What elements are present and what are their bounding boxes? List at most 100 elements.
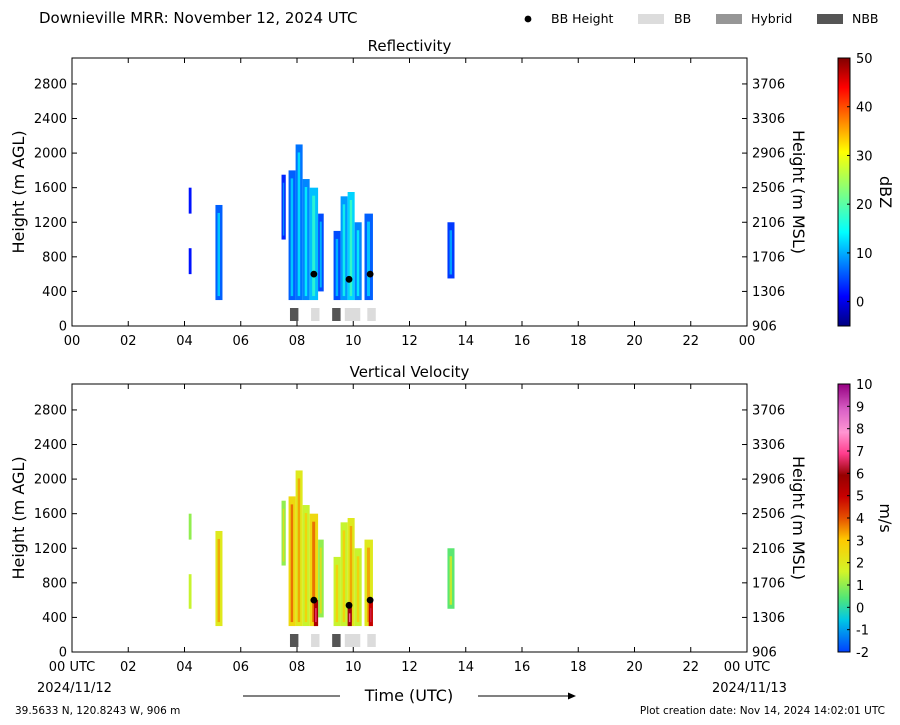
colorbar-tick-label: 2 — [856, 557, 864, 572]
x-tick-label: 00 — [64, 334, 81, 349]
page-title: Downieville MRR: November 12, 2024 UTC — [39, 9, 358, 27]
x-tick-label: 18 — [570, 334, 587, 349]
x-tick-label: 02 — [120, 660, 137, 675]
bb-class-marker — [311, 634, 320, 647]
echo-core — [335, 564, 339, 623]
bb-height-point — [345, 601, 353, 609]
legend-marker — [524, 15, 532, 23]
echo-core — [369, 608, 372, 623]
y-tick-label-right: 906 — [752, 320, 777, 335]
y-tick-label-right: 2906 — [752, 473, 785, 488]
plot-area — [72, 58, 747, 326]
colorbar-tick-label: 0 — [856, 601, 864, 616]
x-tick-label: 02 — [120, 334, 137, 349]
y-tick-label: 400 — [42, 285, 67, 300]
x-tick-label: 22 — [682, 334, 699, 349]
bb-height-point — [366, 596, 374, 604]
legend-label: NBB — [852, 11, 879, 26]
echo-core — [449, 556, 453, 605]
x-tick-label: 08 — [289, 660, 306, 675]
colorbar-tick-label: 3 — [856, 534, 864, 549]
legend-label: BB Height — [551, 11, 614, 26]
echo-core — [217, 538, 221, 623]
colorbar-tick-label: 1 — [856, 579, 864, 594]
y-axis-label: Height (m AGL) — [9, 456, 28, 579]
y-tick-label-right: 906 — [752, 646, 777, 661]
echo-core — [342, 204, 346, 297]
bb-class-marker — [311, 308, 320, 321]
y-tick-label-right: 1306 — [752, 285, 785, 300]
colorbar-tick-label: -2 — [856, 646, 869, 661]
echo-cell — [188, 513, 192, 540]
colorbar-tick-label: 8 — [856, 423, 864, 438]
echo-core — [290, 504, 294, 623]
y-tick-label: 2800 — [34, 77, 67, 92]
echo-core — [282, 508, 285, 562]
y-axis-label: Height (m AGL) — [9, 130, 28, 253]
echo-layer — [188, 144, 455, 301]
echo-core — [367, 221, 370, 297]
colorbar — [837, 57, 851, 327]
colorbar-tick-label: 30 — [856, 149, 873, 164]
y-tick-label-right: 1706 — [752, 250, 785, 265]
x-tick-label: 00 UTC — [724, 660, 770, 675]
echo-core — [217, 212, 221, 297]
echo-core — [349, 526, 353, 623]
legend-label: Hybrid — [751, 11, 792, 26]
echo-core — [297, 478, 301, 623]
panel-title: Reflectivity — [368, 37, 452, 55]
colorbar-tick-label: 50 — [856, 52, 873, 67]
colorbar-tick-label: 0 — [856, 296, 864, 311]
legend-swatch — [817, 14, 843, 24]
time-arrow-head — [568, 692, 576, 700]
echo-core — [315, 608, 317, 623]
echo-core — [304, 187, 308, 297]
y-tick-label-right: 3706 — [752, 403, 785, 418]
x-tick-label: 20 — [626, 660, 643, 675]
bb-height-point — [345, 275, 353, 283]
station-location: 39.5633 N, 120.8243 W, 906 m — [15, 705, 180, 717]
x-tick-label: 16 — [514, 334, 531, 349]
legend: BB Height BB Hybrid NBB — [524, 11, 879, 26]
y-tick-label: 0 — [59, 320, 67, 335]
y-tick-label-right: 2106 — [752, 216, 785, 231]
plot-creation-date: Plot creation date: Nov 14, 2024 14:02:0… — [640, 705, 885, 717]
x-tick-label: 14 — [457, 334, 474, 349]
echo-cell — [188, 187, 192, 214]
y-tick-label-right: 2506 — [752, 507, 785, 522]
colorbar-label: m/s — [876, 503, 895, 532]
y-tick-label: 800 — [42, 250, 67, 265]
x-tick-label: 10 — [345, 334, 362, 349]
colorbar-tick-label: 6 — [856, 467, 864, 482]
x-tick-label: 12 — [401, 334, 418, 349]
echo-core — [449, 230, 453, 275]
bb-height-point — [310, 270, 318, 278]
colorbar-tick-label: 7 — [856, 445, 864, 460]
echo-core — [290, 178, 294, 297]
x-tick-label: 16 — [514, 660, 531, 675]
date-left: 2024/11/12 — [37, 681, 112, 696]
x-tick-label: 00 — [739, 334, 756, 349]
date-right: 2024/11/13 — [712, 681, 787, 696]
y-tick-label-right: 1706 — [752, 576, 785, 591]
colorbar-tick-label: 4 — [856, 512, 864, 527]
y-axis-label-right: Height (m MSL) — [789, 456, 808, 580]
colorbar-tick-label: 9 — [856, 400, 864, 415]
x-tick-label: 10 — [345, 660, 362, 675]
y-tick-label: 1200 — [34, 216, 67, 231]
y-tick-label: 800 — [42, 576, 67, 591]
x-tick-label: 12 — [401, 660, 418, 675]
bb-class-marker — [289, 634, 299, 647]
echo-core — [348, 613, 351, 623]
y-tick-label-right: 2506 — [752, 181, 785, 196]
echo-core — [282, 182, 285, 236]
echo-cell — [188, 574, 192, 609]
y-tick-label-right: 3306 — [752, 112, 785, 127]
y-tick-label: 1600 — [34, 507, 67, 522]
x-axis-label: Time (UTC) — [364, 686, 453, 705]
echo-core — [342, 530, 346, 623]
echo-cell — [188, 248, 192, 275]
x-tick-label: 20 — [626, 334, 643, 349]
y-tick-label-right: 1306 — [752, 611, 785, 626]
echo-core — [312, 521, 316, 623]
